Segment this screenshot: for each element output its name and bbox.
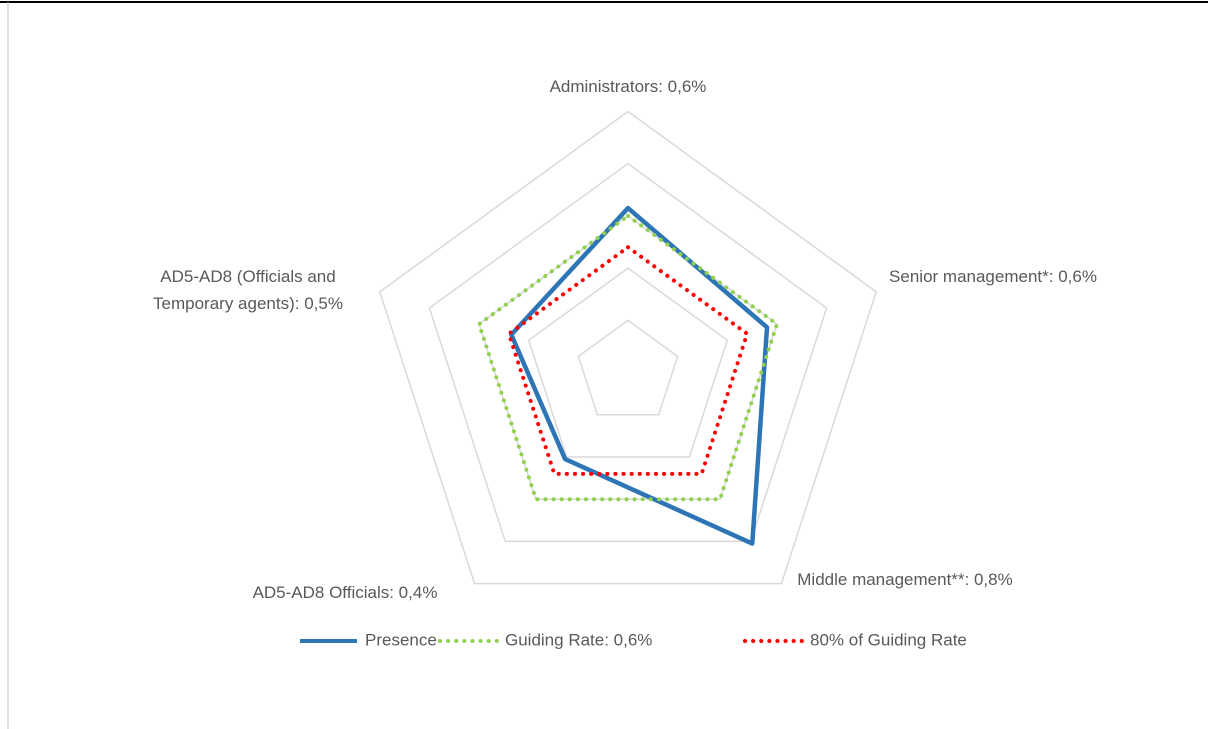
legend-label: Guiding Rate: 0,6% [505,630,652,649]
grid-ring [527,267,729,458]
category-label: Administrators: 0,6% [549,77,707,96]
series-line [477,213,779,502]
series-line [506,245,750,476]
category-label: Senior management*: 0,6% [889,267,1097,286]
series-line [509,205,770,546]
legend-label: 80% of Guiding Rate [810,630,967,649]
legend-label: Presence [365,630,437,649]
grid-ring [577,319,679,416]
grid-ring [428,162,828,543]
category-label: Middle management**: 0,8% [797,570,1013,589]
grid-ring [378,110,878,585]
category-label: AD5-AD8 Officials: 0,4% [252,583,438,602]
category-label: AD5-AD8 (Officials and Temporary agents)… [153,267,343,313]
